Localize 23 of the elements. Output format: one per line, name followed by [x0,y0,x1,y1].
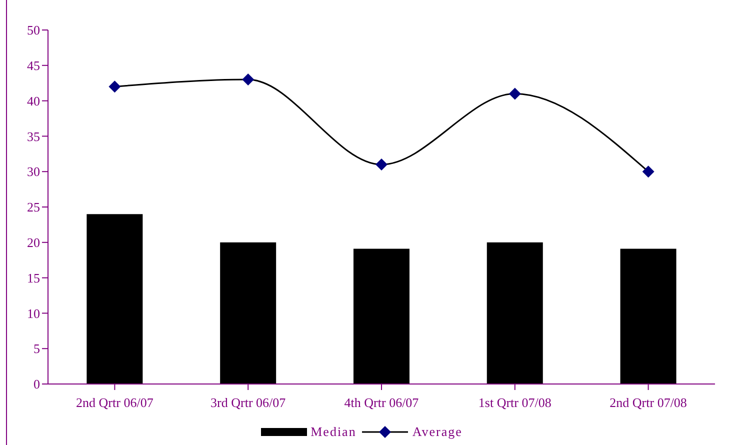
x-tick-label: 2nd Qrtr 06/07 [76,395,154,410]
bar [353,248,410,384]
x-tick-label: 3rd Qrtr 06/07 [210,395,286,410]
legend-label: Average [412,424,462,440]
legend-label: Median [310,424,356,440]
y-tick-label: 25 [27,200,40,215]
y-tick-label: 50 [27,22,40,38]
y-tick-label: 15 [27,270,40,286]
y-tick-label: 0 [34,376,40,392]
y-tick-label: 40 [27,93,40,108]
bar [220,242,276,384]
y-tick-label: 20 [27,235,40,250]
x-tick-label: 4th Qrtr 06/07 [344,395,420,410]
y-tick-label: 5 [34,341,40,356]
bar [620,248,676,384]
x-tick-label: 1st Qrtr 07/08 [478,395,552,410]
y-tick-label: 10 [27,306,40,321]
x-tick-label: 2nd Qrtr 07/08 [610,395,687,410]
bar [86,214,143,384]
y-tick-label: 45 [27,58,40,74]
y-tick-label: 35 [27,128,40,144]
y-tick-label: 30 [27,164,40,180]
bar [486,242,543,384]
